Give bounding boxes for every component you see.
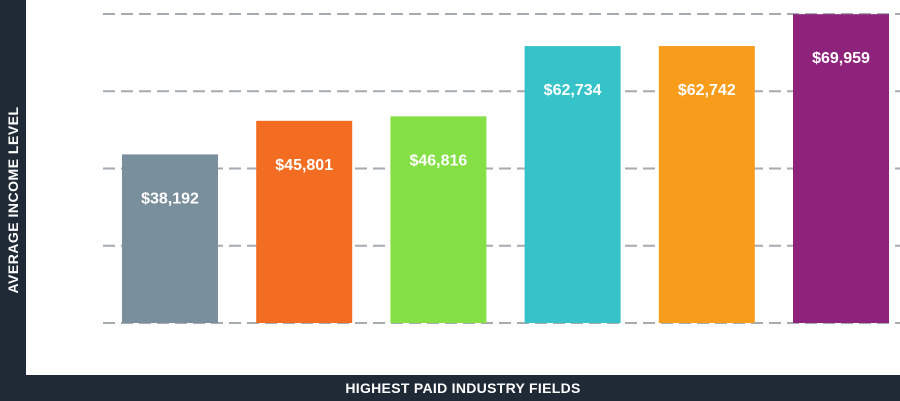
bar-6-value-label: $69,959 (812, 50, 870, 67)
bars (122, 14, 889, 324)
gridlines (103, 13, 900, 324)
bar-5-value-label: $62,742 (678, 82, 736, 99)
plot-area: $38,192 $45,801 $46,816 $62,734 $62,742 $69,9… (103, 13, 900, 324)
data-labels: $38,192 $45,801 $46,816 $62,734 $62,742 $69,9… (141, 50, 870, 207)
x-axis-band: HIGHEST PAID INDUSTRY FIELDS (26, 375, 900, 401)
bar-3-value-label: $46,816 (409, 152, 467, 169)
x-axis-label: HIGHEST PAID INDUSTRY FIELDS (345, 380, 581, 396)
bar-6 (793, 14, 889, 323)
bar-4 (524, 46, 621, 324)
bar-1 (122, 154, 218, 323)
bar-5 (658, 46, 755, 324)
bar-1-value-label: $38,192 (141, 190, 199, 207)
bar-2-value-label: $45,801 (275, 157, 333, 174)
bar-3 (390, 116, 487, 324)
y-axis-band: AVERAGE INCOME LEVEL (0, 0, 26, 401)
bar-4-value-label: $62,734 (544, 82, 602, 99)
bar-2 (256, 120, 353, 324)
